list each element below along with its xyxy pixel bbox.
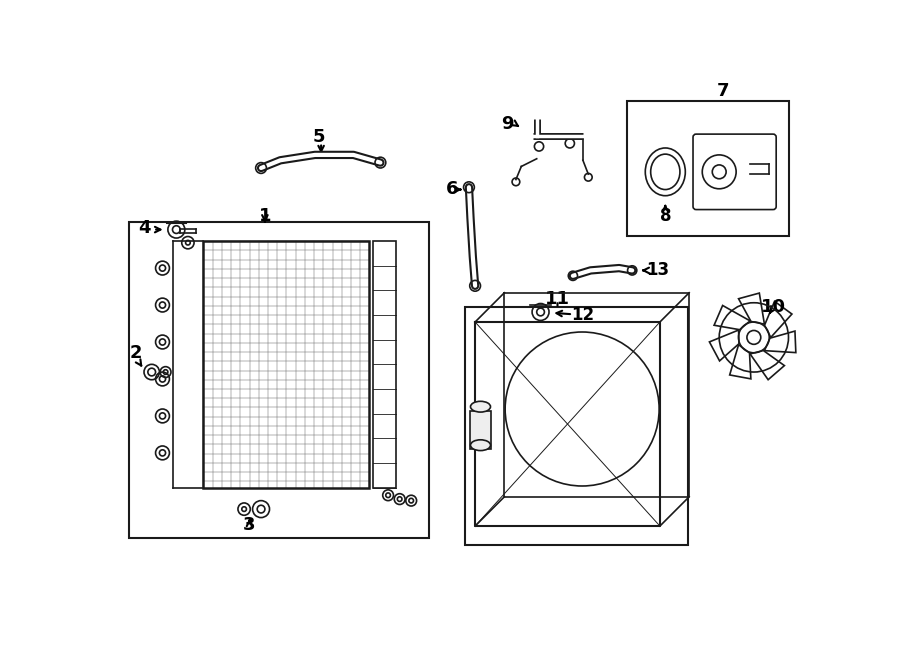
Text: 11: 11 — [545, 290, 570, 308]
Text: 13: 13 — [646, 261, 670, 279]
Text: 1: 1 — [258, 207, 271, 226]
Bar — [471, 410, 491, 449]
Bar — [373, 241, 396, 487]
Ellipse shape — [471, 401, 491, 412]
Text: 3: 3 — [243, 516, 256, 534]
Text: 9: 9 — [501, 115, 514, 133]
Ellipse shape — [471, 440, 491, 451]
Text: 6: 6 — [446, 180, 458, 198]
Bar — [626, 101, 788, 236]
Text: 7: 7 — [716, 82, 729, 100]
Text: 2: 2 — [130, 344, 142, 362]
Text: 12: 12 — [572, 306, 595, 324]
Bar — [129, 222, 429, 538]
Text: 5: 5 — [312, 128, 325, 146]
Bar — [203, 241, 369, 487]
Bar — [465, 307, 688, 545]
Text: 8: 8 — [660, 207, 671, 226]
Text: 10: 10 — [760, 298, 786, 316]
Text: 4: 4 — [138, 219, 150, 237]
